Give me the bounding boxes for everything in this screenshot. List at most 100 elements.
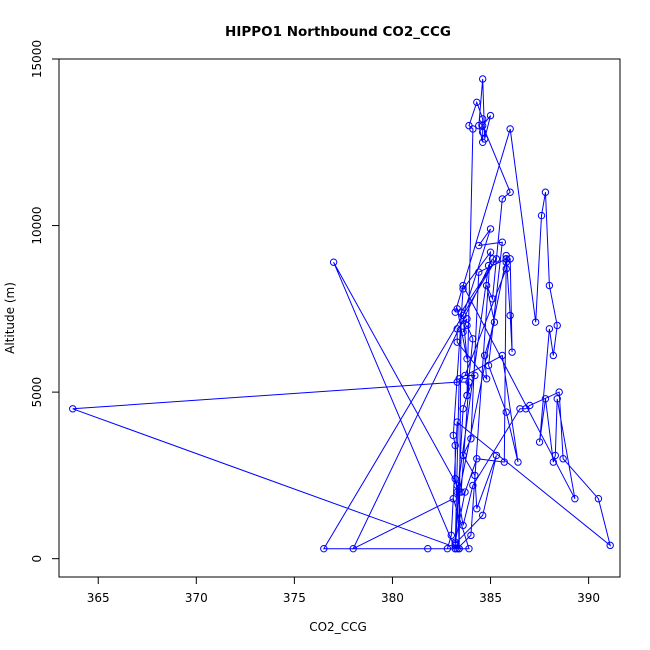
- data-point: [451, 441, 459, 450]
- data-point: [486, 225, 495, 233]
- data-point: [329, 258, 338, 266]
- x-tick-label: 385: [479, 591, 502, 605]
- data-point: [551, 451, 559, 460]
- data-point: [453, 418, 461, 426]
- y-tick-label: 15000: [30, 40, 44, 78]
- chart-title: HIPPO1 Northbound CO2_CCG: [225, 24, 451, 40]
- data-point: [461, 371, 469, 380]
- data-point: [535, 438, 544, 446]
- data-point: [475, 241, 483, 250]
- data-point: [502, 265, 510, 273]
- data-point: [506, 125, 514, 133]
- data-point: [473, 98, 481, 107]
- data-point: [478, 511, 487, 520]
- data-point: [478, 128, 487, 136]
- data-point: [459, 328, 467, 336]
- data-point: [484, 361, 493, 370]
- data-point: [457, 488, 465, 496]
- data-point: [459, 451, 467, 460]
- data-point: [475, 268, 483, 276]
- data-point: [486, 111, 495, 120]
- data-point: [453, 481, 461, 490]
- data-point: [553, 395, 561, 403]
- data-point: [475, 121, 483, 130]
- data-point: [549, 351, 558, 360]
- data-point: [553, 321, 561, 330]
- data-point: [455, 488, 463, 496]
- x-tick-label: 390: [577, 591, 600, 605]
- data-point: [482, 281, 491, 290]
- data-point: [498, 238, 507, 246]
- data-point: [453, 325, 461, 333]
- data-point: [606, 541, 614, 550]
- series-points: [69, 75, 614, 553]
- y-tick-label: 0: [30, 555, 44, 563]
- data-point: [449, 431, 457, 440]
- data-point: [508, 348, 516, 356]
- data-point: [471, 371, 479, 380]
- data-point: [537, 211, 546, 220]
- data-point: [514, 458, 522, 466]
- data-point: [459, 405, 467, 413]
- data-point: [459, 311, 467, 320]
- data-point: [451, 475, 459, 483]
- data-point: [531, 318, 540, 326]
- data-point: [453, 338, 461, 346]
- x-axis-label: CO2_CCG: [309, 620, 367, 634]
- data-point: [502, 408, 510, 416]
- data-point: [459, 285, 467, 293]
- data-point: [461, 488, 469, 496]
- x-tick-label: 380: [381, 591, 404, 605]
- data-point: [469, 481, 477, 490]
- data-point: [320, 544, 328, 553]
- y-axis-label: Altitude (m): [3, 282, 17, 354]
- data-point: [465, 544, 473, 553]
- data-point: [449, 495, 457, 503]
- data-point: [447, 531, 456, 540]
- data-point: [469, 335, 477, 343]
- data-point: [549, 458, 558, 466]
- data-point: [463, 391, 471, 400]
- data-point: [545, 281, 554, 290]
- data-point: [492, 255, 501, 263]
- data-point: [471, 471, 479, 480]
- data-point: [526, 401, 534, 410]
- data-point: [478, 75, 487, 83]
- y-tick-label: 5000: [30, 377, 44, 408]
- data-point: [541, 395, 550, 403]
- data-point: [488, 255, 497, 263]
- x-tick-label: 370: [185, 591, 208, 605]
- series-lines: [72, 78, 612, 550]
- data-point: [482, 375, 491, 383]
- data-point: [492, 451, 501, 460]
- plot-frame: [58, 58, 621, 578]
- data-point: [484, 261, 493, 270]
- data-point: [467, 435, 475, 443]
- data-point: [459, 281, 467, 290]
- data-point: [465, 378, 473, 386]
- data-point: [541, 188, 550, 196]
- data-point: [506, 311, 514, 320]
- data-point: [488, 295, 497, 303]
- data-point: [500, 458, 508, 466]
- data-point: [473, 455, 481, 463]
- data-point: [451, 544, 459, 553]
- data-point: [571, 495, 579, 503]
- data-point: [69, 405, 77, 413]
- data-point: [486, 248, 495, 256]
- data-point: [455, 375, 463, 383]
- data-point: [555, 388, 563, 396]
- y-axis: 0 5000 10000 15000: [30, 40, 59, 563]
- data-point: [349, 544, 357, 553]
- data-point: [473, 505, 481, 513]
- data-point: [469, 125, 477, 133]
- x-tick-label: 365: [87, 591, 110, 605]
- data-point: [424, 544, 432, 553]
- series-line: [72, 78, 612, 550]
- data-point: [559, 455, 567, 463]
- x-tick-label: 375: [283, 591, 306, 605]
- data-point: [453, 544, 461, 553]
- data-point: [455, 544, 463, 553]
